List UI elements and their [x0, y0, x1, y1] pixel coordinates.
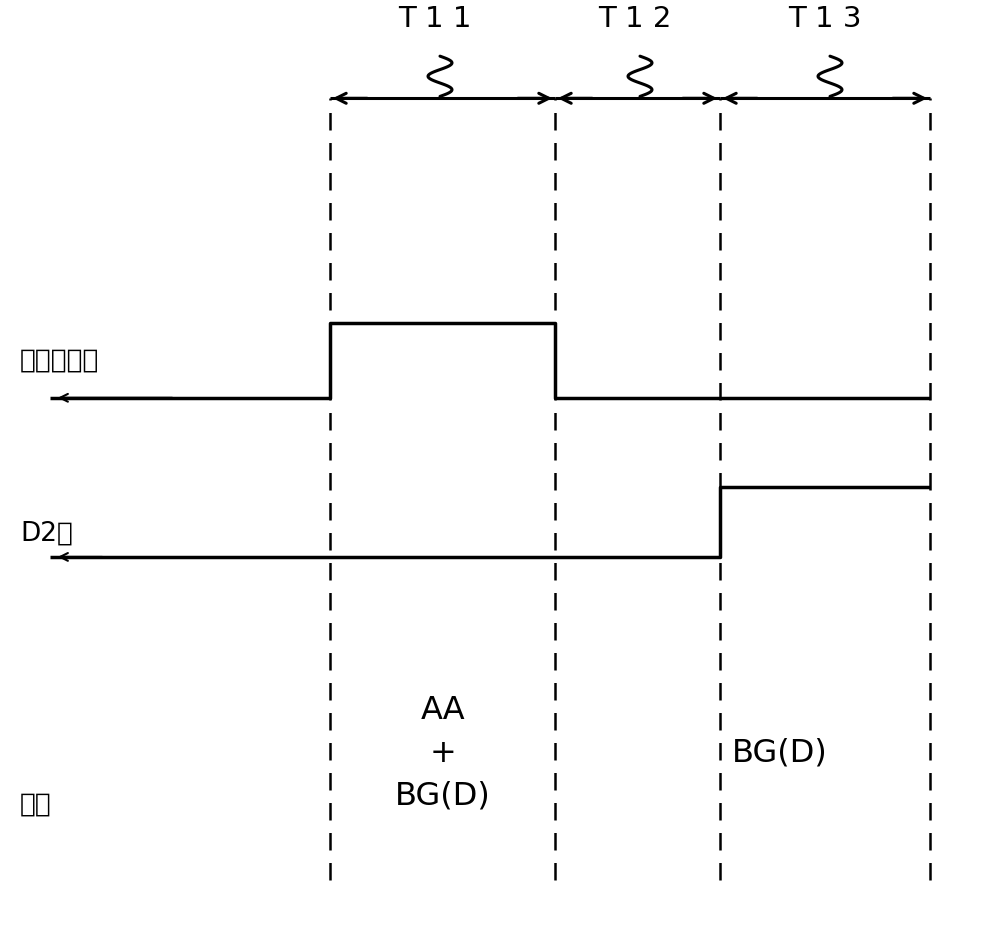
Text: 空心阴极灯: 空心阴极灯 [20, 347, 99, 373]
Text: D2灯: D2灯 [20, 520, 73, 547]
Text: T 1 3: T 1 3 [788, 5, 862, 33]
Text: 数据: 数据 [20, 792, 52, 818]
Text: T 1 1: T 1 1 [398, 5, 472, 33]
Text: BG(D): BG(D) [732, 738, 828, 769]
Text: T 1 2: T 1 2 [598, 5, 672, 33]
Text: AA
+
BG(D): AA + BG(D) [395, 695, 491, 812]
